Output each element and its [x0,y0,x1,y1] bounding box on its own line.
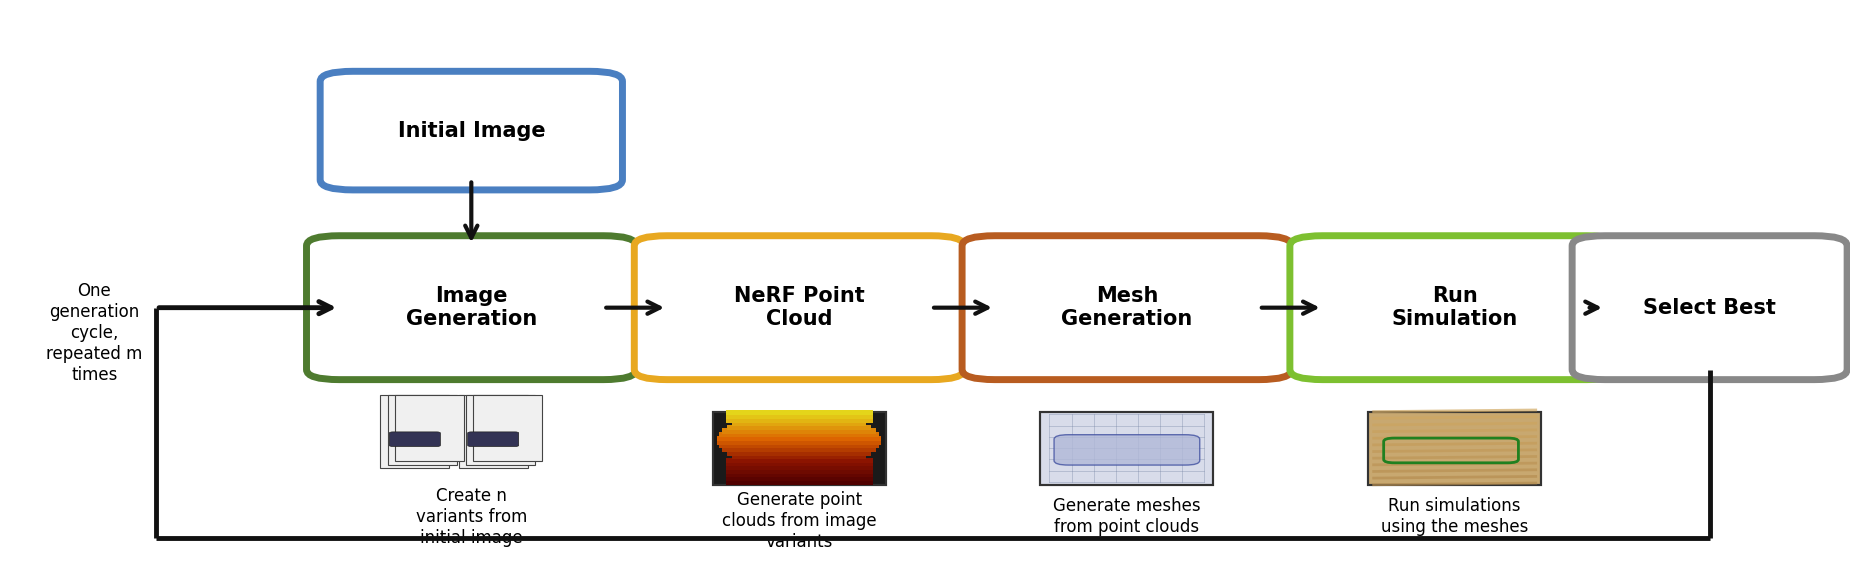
FancyBboxPatch shape [1054,435,1201,465]
Bar [725,418,873,423]
Bar [718,436,881,441]
Bar [712,412,886,485]
Text: Image
Generation: Image Generation [405,286,536,329]
Bar [720,432,879,437]
FancyBboxPatch shape [1572,236,1846,380]
Text: One
generation
cycle,
repeated m
times: One generation cycle, repeated m times [46,282,142,384]
Bar [1040,412,1214,485]
FancyBboxPatch shape [388,432,440,446]
Bar [712,412,886,485]
FancyBboxPatch shape [468,432,518,446]
Text: Run
Simulation: Run Simulation [1391,286,1517,329]
Bar [1369,412,1541,485]
FancyBboxPatch shape [635,236,964,380]
Text: Mesh
Generation: Mesh Generation [1062,286,1193,329]
FancyBboxPatch shape [381,395,450,468]
Bar [725,458,873,463]
FancyBboxPatch shape [307,236,636,380]
Bar [725,476,873,481]
Bar [725,465,873,470]
FancyBboxPatch shape [320,71,622,190]
FancyBboxPatch shape [394,395,464,461]
Bar [725,410,873,415]
Text: Initial Image: Initial Image [398,120,546,141]
Bar [727,450,871,456]
FancyBboxPatch shape [387,395,457,464]
Text: Generate point
clouds from image
variants: Generate point clouds from image variant… [722,491,877,551]
FancyBboxPatch shape [459,395,527,468]
Bar [725,414,873,419]
Bar [1369,412,1541,485]
Bar [727,425,871,430]
FancyBboxPatch shape [1289,236,1619,380]
Bar [733,421,866,426]
FancyBboxPatch shape [962,236,1291,380]
Text: Run simulations
using the meshes: Run simulations using the meshes [1380,498,1528,536]
Bar [1040,412,1214,485]
Bar [725,461,873,467]
Text: Create n
variants from
initial image: Create n variants from initial image [416,487,527,547]
FancyBboxPatch shape [474,395,542,461]
Text: Generate meshes
from point clouds: Generate meshes from point clouds [1053,498,1201,536]
Bar [722,429,877,434]
Bar [725,469,873,474]
FancyBboxPatch shape [466,395,535,464]
Bar [720,443,879,448]
Text: Select Best: Select Best [1643,298,1776,318]
Bar [722,447,877,452]
Bar [725,480,873,485]
Bar [725,472,873,478]
Bar [718,439,881,445]
Bar [733,454,866,459]
Text: NeRF Point
Cloud: NeRF Point Cloud [734,286,864,329]
